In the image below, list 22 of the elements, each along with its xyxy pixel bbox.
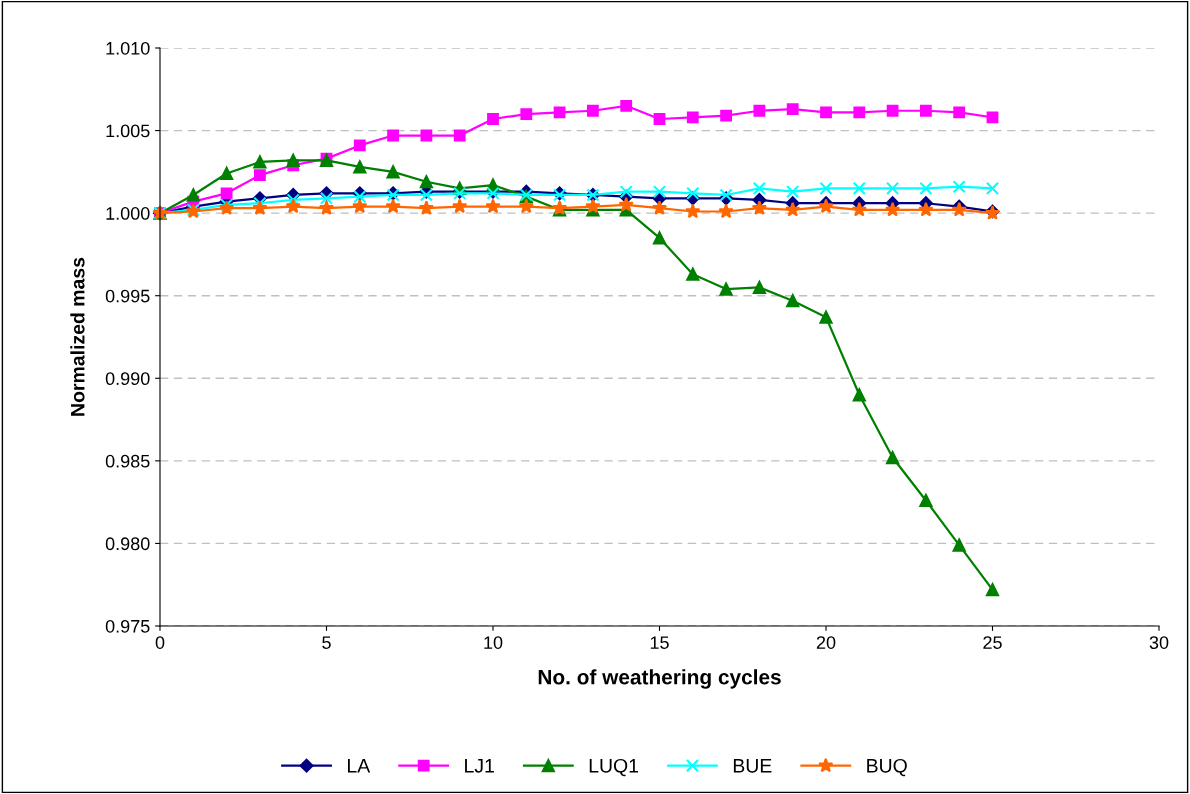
y-tick-label: 1.000 [106, 207, 150, 220]
y-tick-label: 0.985 [105, 454, 150, 468]
x-tick-label: 5 [322, 636, 331, 649]
y-tick-label: 1.010 [106, 41, 150, 55]
y-tick-label: 1.005 [106, 124, 150, 138]
x-tick-label: 15 [650, 636, 669, 649]
y-axis-title: Normalized mass [70, 257, 85, 416]
x-tick-label: 20 [816, 636, 836, 649]
x-axis-title: No. of weathering cycles [538, 669, 781, 689]
x-tick-label: 30 [1149, 636, 1169, 649]
x-tick-label: 10 [484, 636, 503, 649]
legend-label: BUQ [867, 758, 907, 777]
x-tick-label: 0 [155, 636, 165, 649]
y-tick-label: 0.975 [105, 619, 150, 633]
y-tick-label: 0.980 [105, 537, 150, 551]
legend-label: LUQ1 [589, 758, 639, 777]
y-tick-label: 0.990 [105, 372, 150, 386]
legend-label: BUE [733, 759, 772, 773]
legend-label: LA [347, 759, 371, 773]
legend-label: LJ1 [465, 759, 494, 773]
x-tick-label: 25 [983, 636, 1002, 649]
y-tick-label: 0.995 [105, 289, 150, 303]
